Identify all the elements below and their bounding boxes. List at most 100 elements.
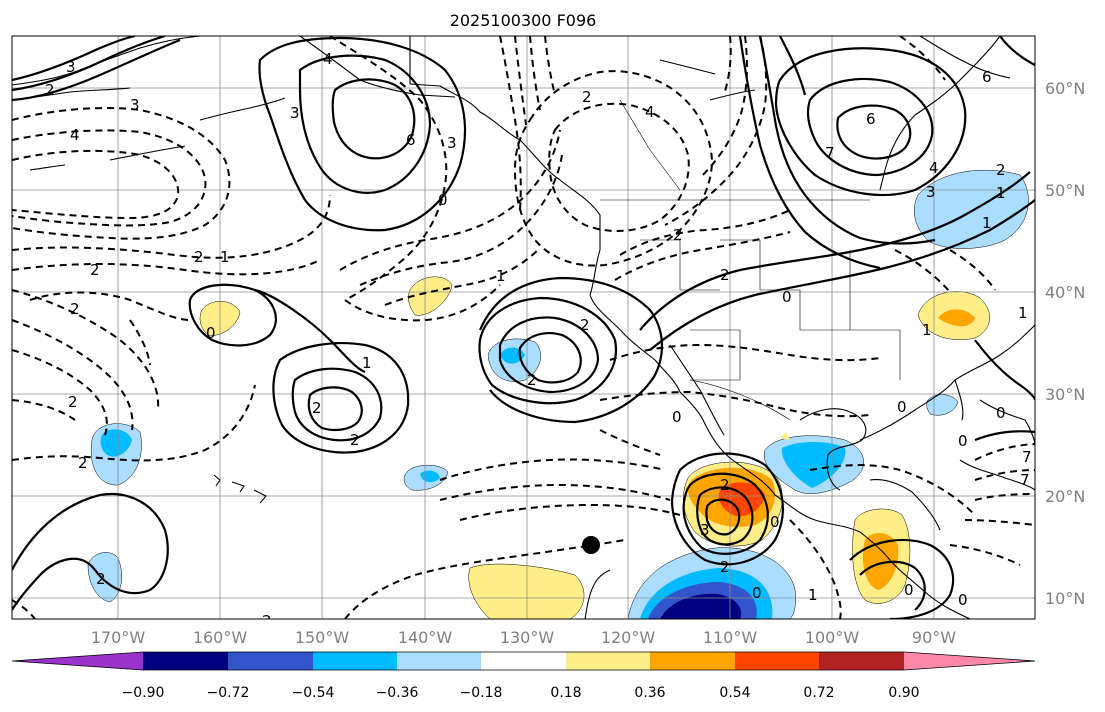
- contour-label: 1: [808, 586, 818, 604]
- lat-label: 50°N: [1045, 181, 1085, 200]
- storm-center-marker: [582, 536, 600, 554]
- colorbar-bin: [819, 652, 904, 670]
- anomaly-patch-central-america-core: [862, 533, 899, 590]
- colorbar-bin: [313, 652, 397, 670]
- contour-label: 2: [78, 454, 88, 472]
- contour-label: 2: [70, 300, 80, 318]
- contour-label: 1: [362, 354, 372, 372]
- contour-label: 2: [582, 88, 592, 106]
- colorbar: −0.90 −0.72 −0.54 −0.36 −0.18 0.18 0.36 …: [11, 651, 1036, 701]
- contour-label: 3: [447, 134, 457, 152]
- contour-label: 2: [527, 371, 537, 389]
- colorbar-outline: [11, 651, 1036, 671]
- contour-label: 0: [438, 191, 448, 209]
- contour-label: 2: [996, 161, 1006, 179]
- map-frame: [11, 35, 1036, 620]
- contour-label: 2: [90, 261, 100, 279]
- contour-label: 7: [1020, 471, 1030, 489]
- lat-label: 60°N: [1045, 79, 1085, 98]
- colorbar-extend-low: [12, 652, 143, 670]
- positive-contours: [12, 36, 1035, 619]
- contour-label: 3: [290, 104, 300, 122]
- lat-label: 20°N: [1045, 487, 1085, 506]
- anomaly-patch-small: [780, 432, 790, 440]
- anomaly-patch-hawaii-west-core: [100, 429, 132, 457]
- colorbar-bin: [228, 652, 313, 670]
- contour-label: 2: [68, 393, 78, 411]
- lon-label: 110°W: [703, 628, 758, 647]
- colorbar-tick-label: 0.54: [719, 685, 750, 701]
- lon-label: 150°W: [295, 628, 350, 647]
- contour-label: 1: [496, 267, 506, 285]
- contour-label: 6: [982, 68, 992, 86]
- lon-label: 140°W: [398, 628, 453, 647]
- colorbar-tick-label: −0.18: [460, 685, 503, 701]
- anomaly-patch-east-pacific: [468, 563, 585, 619]
- contour-label: 0: [958, 432, 968, 450]
- latitude-labels: 60°N 50°N 40°N 30°N 20°N 10°N: [1045, 79, 1085, 608]
- contour-label: 2: [720, 558, 730, 576]
- contour-label: 2: [580, 316, 590, 334]
- anomaly-patch-florida: [926, 394, 959, 416]
- contour-label: 0: [904, 581, 914, 599]
- contour-label: 2: [194, 248, 204, 266]
- contour-label: 2: [720, 266, 730, 284]
- colorbar-bin: [650, 652, 735, 670]
- colorbar-bin: [397, 652, 481, 670]
- negative-contours: [12, 36, 1035, 619]
- contour-labels: 3 2 4 3 3 4 6 3 0 2 4 6 7 3 4 2 1 1 2 2 …: [45, 50, 1032, 630]
- colorbar-tick-label: −0.90: [122, 685, 165, 701]
- contour-label: 0: [897, 398, 907, 416]
- contour-label: 2: [96, 570, 106, 588]
- contour-label: 1: [922, 321, 932, 339]
- contour-label: 6: [866, 110, 876, 128]
- contour-label: 0: [752, 584, 762, 602]
- contour-label: 2: [312, 399, 322, 417]
- lon-label: 170°W: [91, 628, 146, 647]
- lat-label: 30°N: [1045, 385, 1085, 404]
- contour-label: 2: [720, 476, 730, 494]
- colorbar-bin: [735, 652, 819, 670]
- colorbar-tick-label: 0.90: [888, 685, 919, 701]
- colorbar-tick-label: 0.72: [803, 685, 834, 701]
- contour-label: 0: [770, 513, 780, 531]
- contour-label: 1: [982, 214, 992, 232]
- contour-label: 2: [45, 81, 55, 99]
- contour-label: 2: [262, 612, 272, 630]
- colorbar-tick-label: −0.36: [376, 685, 419, 701]
- contour-label: 1: [1018, 304, 1028, 322]
- contour-label: 7: [1022, 448, 1032, 466]
- contour-label: 7: [825, 144, 835, 162]
- contour-label: 4: [70, 126, 80, 144]
- lat-label: 40°N: [1045, 283, 1085, 302]
- contour-label: 4: [323, 50, 333, 68]
- anomaly-patch-north-pacific: [408, 276, 453, 316]
- contour-label: 3: [700, 521, 710, 539]
- colorbar-tick-label: −0.54: [292, 685, 335, 701]
- contour-label: 0: [996, 404, 1006, 422]
- anomaly-patch-ohio-core: [938, 309, 975, 327]
- contour-label: 3: [66, 58, 76, 76]
- contour-label: 0: [782, 288, 792, 306]
- lon-label: 100°W: [805, 628, 860, 647]
- longitude-labels: 170°W 160°W 150°W 140°W 130°W 120°W 110°…: [91, 628, 956, 647]
- lon-label: 160°W: [193, 628, 248, 647]
- contour-label: 4: [929, 159, 939, 177]
- colorbar-tick-label: 0.18: [550, 685, 581, 701]
- contour-label: 0: [672, 408, 682, 426]
- anomaly-patch-southwest: [87, 552, 122, 603]
- contour-label: 3: [130, 96, 140, 114]
- contour-label: 6: [406, 131, 416, 149]
- colorbar-tick-label: −0.72: [207, 685, 250, 701]
- map-area: 3 2 4 3 3 4 6 3 0 2 4 6 7 3 4 2 1 1 2 2 …: [12, 36, 1035, 630]
- lon-label: 90°W: [912, 628, 956, 647]
- colorbar-bin: [566, 652, 650, 670]
- colorbar-tick-label: 0.36: [634, 685, 665, 701]
- contour-label: 2: [350, 431, 360, 449]
- contour-label: 0: [206, 324, 216, 342]
- lon-label: 130°W: [500, 628, 555, 647]
- graticule: [12, 36, 1035, 619]
- lat-label: 10°N: [1045, 589, 1085, 608]
- figure-title: 2025100300 F096: [450, 11, 597, 30]
